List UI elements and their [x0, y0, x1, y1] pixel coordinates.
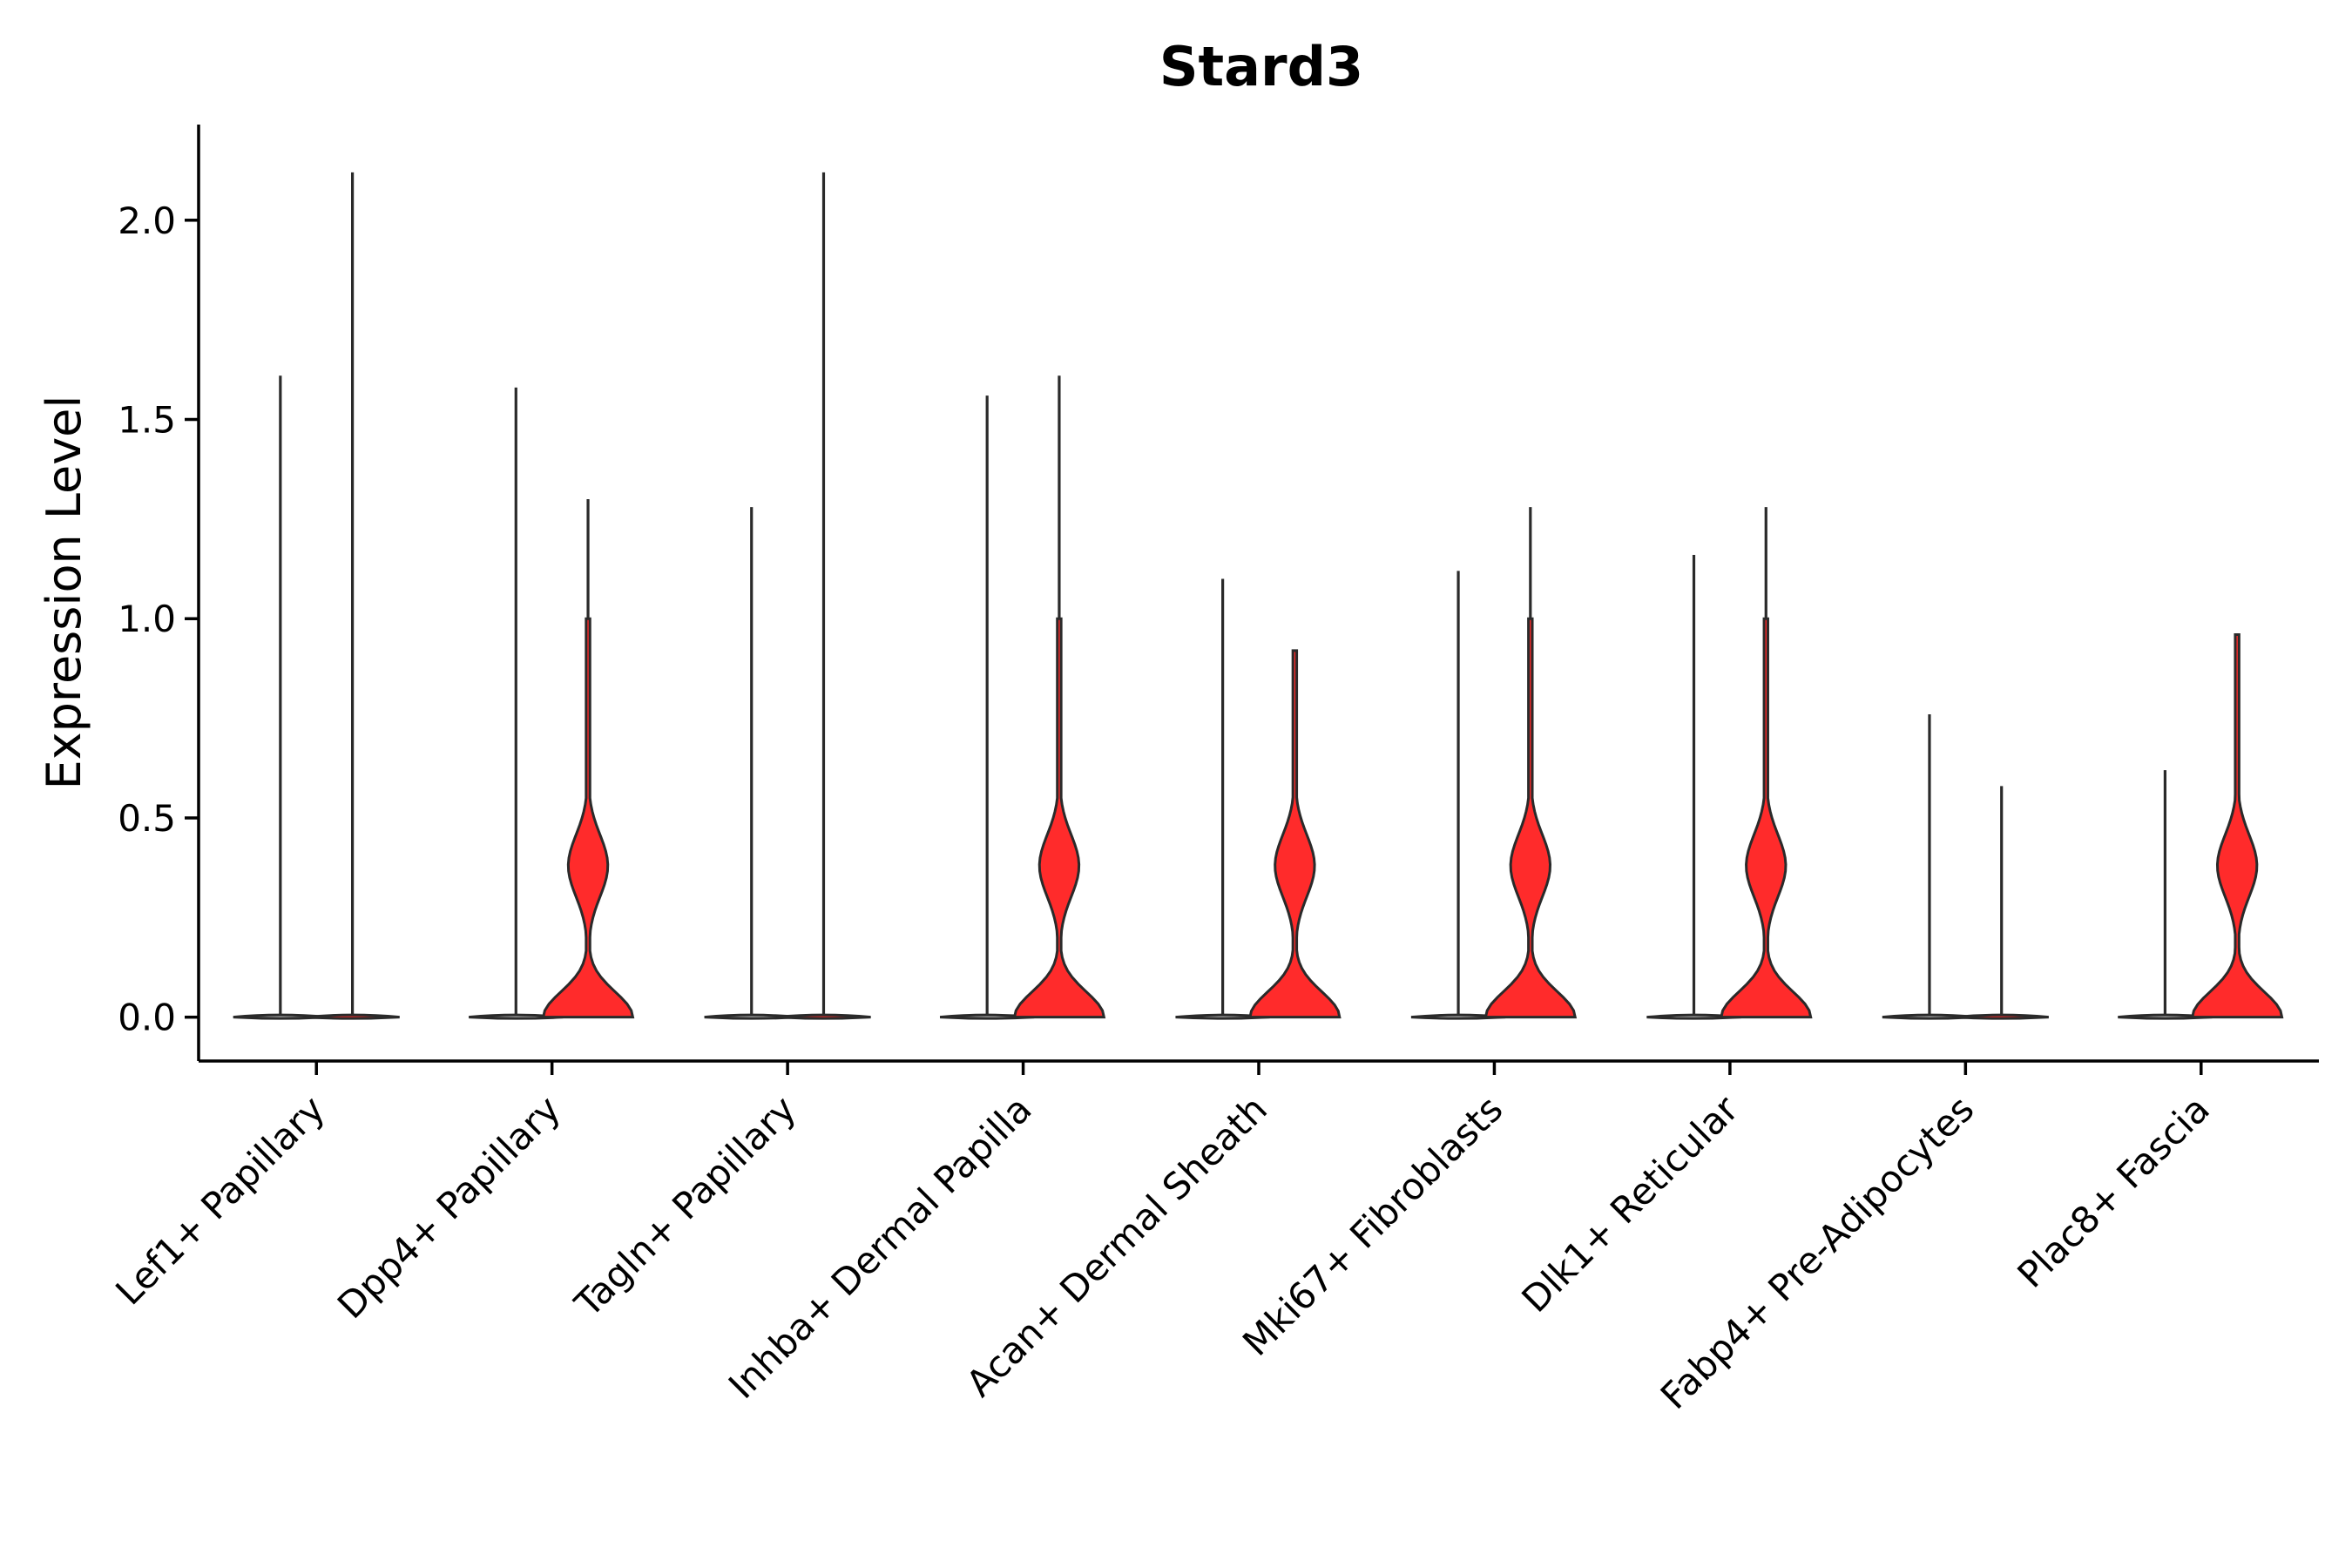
violin-body [305, 1013, 400, 1020]
violin-body [1954, 1013, 2049, 1020]
x-tick-label: Lef1+ Papillary [107, 1087, 333, 1313]
x-tick-label: Dlk1+ Reticular [1513, 1087, 1747, 1321]
violin-body [1484, 617, 1578, 1019]
chart-title: Stard3 [1159, 35, 1363, 98]
y-tick-label: 2.0 [118, 199, 176, 242]
x-tick-label: Plac8+ Fascia [2009, 1087, 2217, 1295]
violin-body [1720, 617, 1813, 1019]
violin-body [1012, 617, 1106, 1019]
violin-body [541, 617, 635, 1019]
y-tick-label: 0.0 [118, 997, 176, 1039]
violin-body [1248, 649, 1342, 1019]
x-tick-label: Tagln+ Papillary [566, 1087, 804, 1325]
x-tick-label: Mki67+ Fibroblasts [1234, 1087, 1511, 1363]
y-axis-ticks: 0.0 0.5 1.0 1.5 2.0 [118, 199, 199, 1039]
violin-body [776, 1013, 871, 1020]
y-tick-label: 0.5 [118, 797, 176, 840]
x-tick-label: Dpp4+ Papillary [329, 1087, 569, 1327]
y-tick-label: 1.0 [118, 598, 176, 640]
y-tick-label: 1.5 [118, 399, 176, 442]
violin-body [2190, 633, 2284, 1019]
plot-area [233, 172, 2284, 1020]
y-axis-label: Expression Level [37, 395, 91, 790]
